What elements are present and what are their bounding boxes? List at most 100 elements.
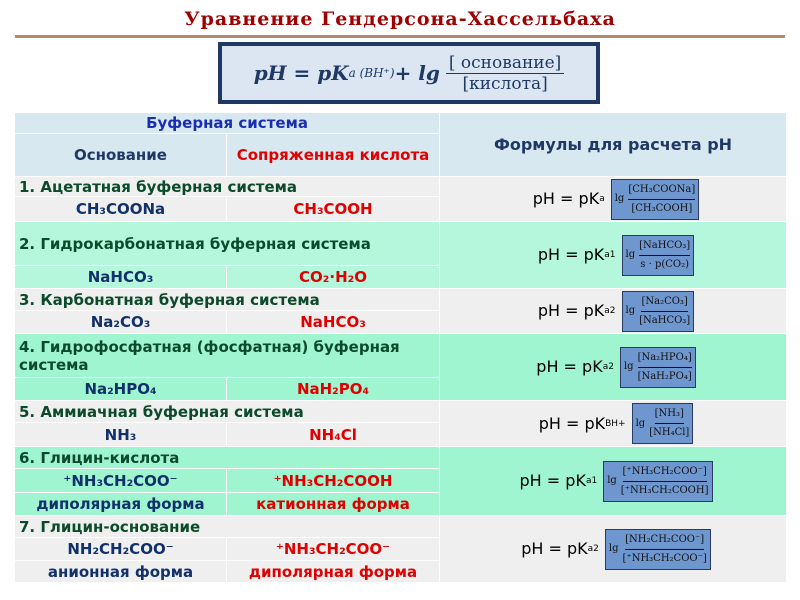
acid-cell: ⁺NH₃CH₂COO⁻ — [225, 537, 441, 561]
henderson-hasselbalch-formula: pH = pK a (BH⁺) + lg [ основание] [кислота… — [218, 42, 600, 104]
lg-label: lg — [614, 193, 625, 204]
pair-row: CH₃COONa CH₃COOH — [14, 196, 787, 222]
formula-sub: a (BH⁺) — [348, 66, 395, 80]
ratio-denominator: s · p(CO₂) — [640, 258, 690, 270]
lg-label: lg — [625, 249, 636, 260]
base-cell: NH₃ — [14, 422, 227, 447]
header-buffer-system: Буферная система — [13, 112, 441, 134]
lg-label: lg — [635, 417, 646, 429]
lg-label: lg — [625, 305, 636, 316]
ph-label: pH = pK — [536, 357, 603, 376]
ph-formula: pH = pK a lg [CH₃COONa] [CH₃COOH] — [439, 176, 788, 222]
form-row: диполярная форма катионная форма — [14, 492, 787, 516]
ratio-numerator: [⁺NH₃CH₂COO⁻] — [622, 463, 707, 482]
base-cell: Na₂HPO₄ — [14, 377, 227, 401]
ph-formula: pH = pK a2 lg [Na₂CO₃] [NaHCO₃] — [439, 288, 788, 334]
base-form: анионная форма — [14, 560, 227, 583]
formula-lhs: pH = pK — [253, 61, 349, 85]
ph-formula: pH = pK a1 lg [NaHCO₃] s · p(CO₂) — [439, 221, 788, 289]
acid-cell: NaH₂PO₄ — [225, 377, 441, 401]
section-row: 1. Ацетатная буферная система pH = pK a l… — [13, 176, 788, 222]
title-divider — [15, 35, 785, 38]
formula-lg: + lg — [394, 61, 440, 85]
k-subscript: a2 — [602, 362, 614, 372]
lg-label: lg — [623, 361, 634, 372]
pair-row: NH₂CH₂COO⁻ ⁺NH₃CH₂COO⁻ — [14, 537, 787, 561]
ratio-denominator: [⁺NH₃CH₂COO⁻] — [622, 552, 707, 564]
numerator: [ основание] — [445, 53, 565, 74]
lg-label: lg — [608, 543, 619, 554]
k-subscript: a — [599, 194, 605, 204]
pair-row: NaHCO₃ CO₂·H₂O — [14, 265, 787, 289]
acid-form: катионная форма — [225, 492, 441, 516]
header-conj-acid: Сопряженная кислота — [225, 133, 441, 177]
buffer-table: Буферная система Формулы для расчета pH … — [13, 112, 788, 583]
base-cell: NH₂CH₂COO⁻ — [14, 537, 227, 561]
acid-form: диполярная форма — [225, 560, 441, 583]
ph-label: pH = pK — [537, 301, 605, 320]
ratio-numerator: [CH₃COONa] — [628, 181, 696, 200]
k-subscript: a2 — [604, 306, 616, 316]
acid-cell: CH₃COOH — [225, 196, 441, 222]
ratio-denominator: [NaHCO₃] — [639, 314, 691, 326]
base-cell: ⁺NH₃CH₂COO⁻ — [14, 468, 227, 493]
base-form: диполярная форма — [14, 492, 227, 516]
section-title: 3. Карбонатная буферная система — [13, 288, 441, 311]
ratio-box: lg [⁺NH₃CH₂COO⁻] [⁺NH₃CH₂COOH] — [603, 460, 713, 502]
ph-formula: pH = pK a1 lg [⁺NH₃CH₂COO⁻] [⁺NH₃CH₂COOH] — [439, 446, 788, 516]
ratio-box: lg [CH₃COONa] [CH₃COOH] — [610, 178, 700, 220]
ratio-numerator: [NH₃] — [654, 405, 684, 424]
section-row: 7. Глицин-основание pH = pK a2 lg [NH₂CH₂C… — [13, 515, 788, 583]
section-row: 6. Глицин-кислота pH = pK a1 lg [⁺NH₃CH₂CO… — [13, 446, 788, 516]
acid-cell: NH₄Cl — [225, 422, 441, 447]
header-base: Основание — [14, 133, 227, 177]
ratio-denominator: [⁺NH₃CH₂COOH] — [620, 484, 709, 496]
section-title: 6. Глицин-кислота — [13, 446, 441, 469]
section-row: 3. Карбонатная буферная система pH = pK a… — [13, 288, 788, 334]
acid-cell: ⁺NH₃CH₂COOH — [225, 468, 441, 493]
section-title: 1. Ацетатная буферная система — [13, 176, 441, 197]
section-title: 7. Глицин-основание — [13, 515, 441, 538]
ph-label: pH = pK — [519, 471, 586, 490]
ratio-box: lg [NH₂CH₂COO⁻] [⁺NH₃CH₂COO⁻] — [604, 528, 711, 570]
section-row: 4. Гидрофосфатная (фосфатная) буферная с… — [13, 333, 788, 401]
base-cell: NaHCO₃ — [14, 265, 227, 289]
k-subscript: a1 — [585, 476, 598, 486]
header-formulas: Формулы для расчета pH — [439, 112, 788, 177]
k-subscript: a2 — [587, 544, 599, 554]
ph-label: pH = pK — [521, 539, 588, 558]
slide-title: Уравнение Гендерсона-Хассельбаха — [184, 8, 616, 30]
section-row: 2. Гидрокарбонатная буферная система pH … — [13, 221, 788, 289]
acid-cell: NaHCO₃ — [225, 310, 441, 334]
form-row: анионная форма диполярная форма — [14, 560, 787, 583]
ratio-numerator: [Na₂HPO₄] — [637, 349, 692, 368]
ratio-numerator: [Na₂CO₃] — [641, 293, 688, 312]
k-subscript: a1 — [604, 250, 616, 260]
ratio-denominator: [CH₃COOH] — [631, 202, 693, 214]
ratio-denominator: [NaH₂PO₄] — [637, 370, 692, 382]
acid-cell: CO₂·H₂O — [225, 265, 441, 289]
ratio-box: lg [Na₂CO₃] [NaHCO₃] — [621, 290, 695, 332]
ratio-box: lg [NH₃] [NH₄Cl] — [631, 403, 694, 444]
ph-label: pH = pK — [537, 245, 605, 264]
section-title: 4. Гидрофосфатная (фосфатная) буферная с… — [13, 333, 441, 378]
section-row: 5. Аммиачная буферная система pH = pK BH+… — [13, 400, 788, 447]
section-title: 2. Гидрокарбонатная буферная система — [13, 221, 441, 266]
ph-label: pH = pK — [538, 413, 606, 433]
pair-row: Na₂CO₃ NaHCO₃ — [14, 310, 787, 334]
ratio-denominator: [NH₄Cl] — [649, 427, 690, 438]
ratio-numerator: [NaHCO₃] — [639, 237, 691, 256]
denominator: [кислота] — [462, 73, 548, 94]
ratio-box: lg [NaHCO₃] s · p(CO₂) — [621, 234, 695, 276]
k-subscript: BH+ — [605, 418, 626, 429]
section-title: 5. Аммиачная буферная система — [13, 400, 441, 423]
ph-formula: pH = pK a2 lg [NH₂CH₂COO⁻] [⁺NH₃CH₂COO⁻] — [439, 515, 788, 583]
ratio-box: lg [Na₂HPO₄] [NaH₂PO₄] — [619, 346, 696, 388]
base-cell: CH₃COONa — [14, 196, 227, 222]
formula-fraction: [ основание] [кислота] — [445, 53, 565, 94]
ph-formula: pH = pK BH+ lg [NH₃] [NH₄Cl] — [439, 400, 788, 447]
lg-label: lg — [607, 475, 617, 486]
ratio-numerator: [NH₂CH₂COO⁻] — [625, 531, 705, 550]
ph-label: pH = pK — [532, 189, 600, 208]
base-cell: Na₂CO₃ — [14, 310, 227, 334]
